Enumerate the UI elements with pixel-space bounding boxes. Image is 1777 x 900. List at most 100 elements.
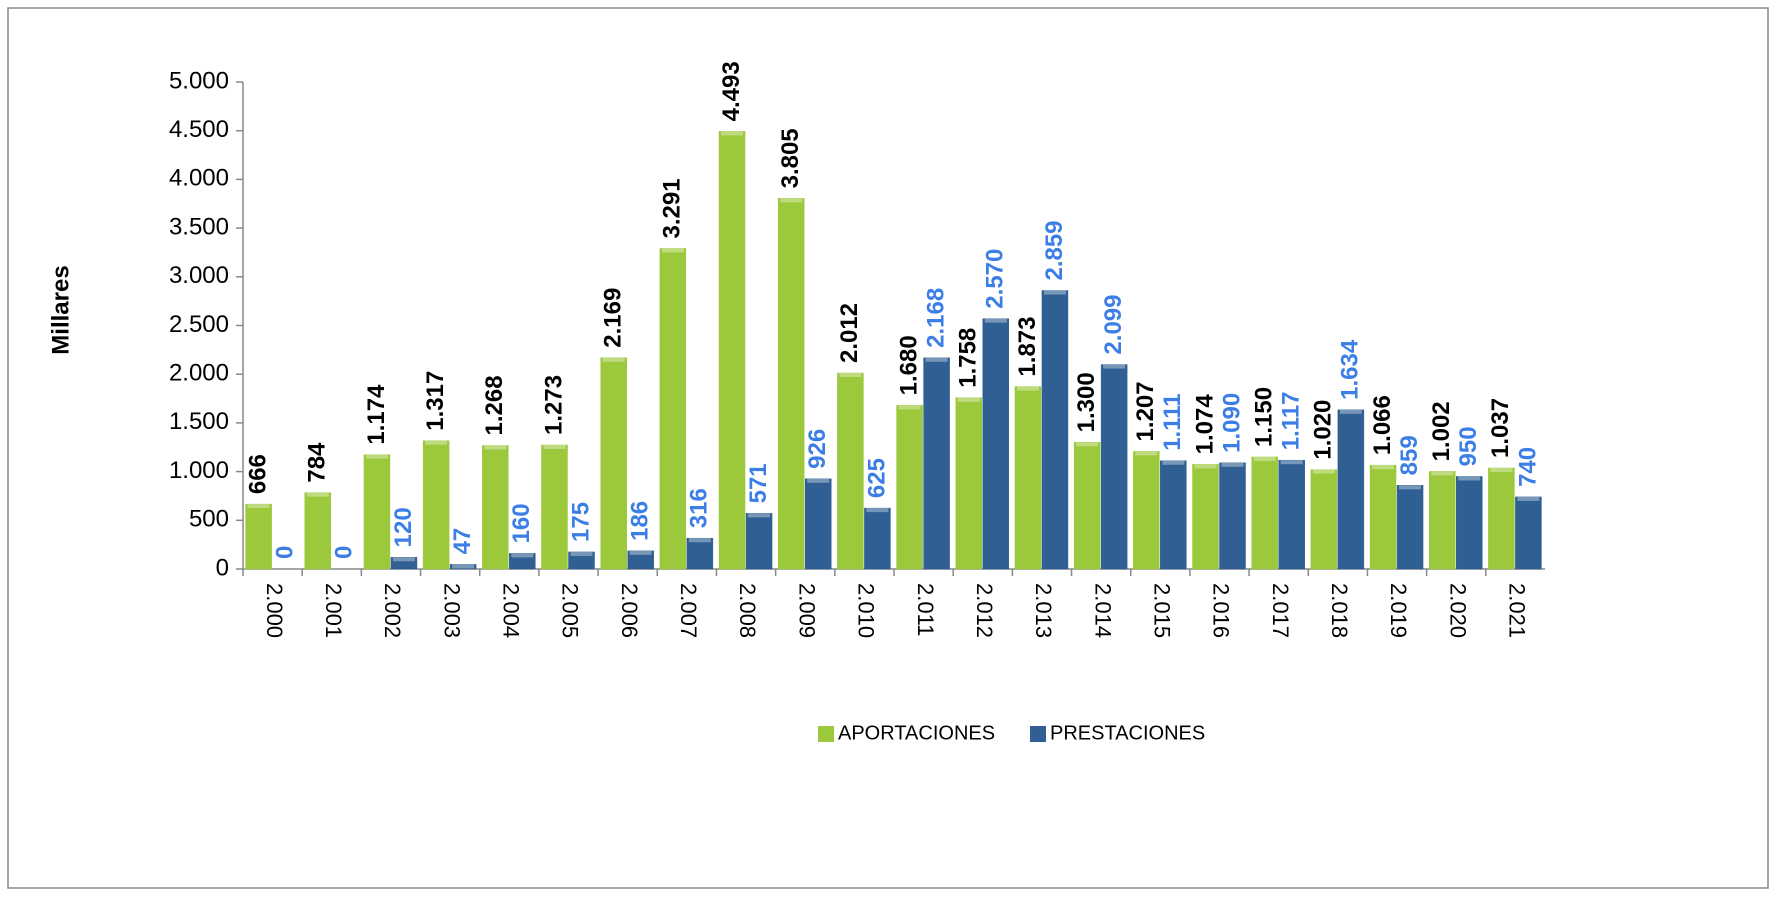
bar-highlight bbox=[1162, 460, 1185, 465]
bar-highlight bbox=[1431, 471, 1454, 476]
bar bbox=[777, 198, 805, 570]
bar bbox=[1369, 464, 1397, 570]
bar bbox=[1396, 485, 1424, 570]
data-label: 2.012 bbox=[836, 303, 863, 363]
data-label: 316 bbox=[686, 488, 713, 528]
data-label: 1.117 bbox=[1278, 391, 1305, 450]
data-label: 2.099 bbox=[1100, 294, 1127, 354]
data-label: 1.150 bbox=[1251, 387, 1278, 447]
bar bbox=[1337, 409, 1365, 570]
y-tick-label: 2.500 bbox=[169, 311, 229, 338]
x-tick-label: 2.003 bbox=[439, 583, 464, 638]
bar bbox=[482, 445, 509, 570]
legend-label: APORTACIONES bbox=[838, 722, 995, 744]
chart-border bbox=[7, 7, 1769, 889]
x-tick-label: 2.006 bbox=[617, 583, 642, 638]
bar bbox=[600, 357, 627, 570]
bar-highlight bbox=[1372, 465, 1395, 470]
data-label: 47 bbox=[449, 528, 476, 555]
bar bbox=[718, 131, 746, 570]
bar bbox=[1041, 290, 1069, 570]
data-label: 175 bbox=[567, 502, 594, 542]
bar-highlight bbox=[570, 551, 593, 556]
bar-highlight bbox=[721, 131, 744, 136]
bar bbox=[1310, 469, 1338, 570]
bar bbox=[304, 492, 332, 570]
data-label: 950 bbox=[1455, 426, 1482, 466]
bar-highlight bbox=[1135, 451, 1158, 456]
bar-highlight bbox=[780, 198, 803, 203]
x-tick-label: 2.000 bbox=[262, 583, 287, 638]
x-tick-label: 2.007 bbox=[676, 583, 701, 638]
data-label: 1.090 bbox=[1218, 393, 1245, 453]
data-label: 1.002 bbox=[1428, 401, 1455, 461]
x-tick-label: 2.015 bbox=[1150, 583, 1175, 638]
bar bbox=[363, 454, 391, 570]
bar-highlight bbox=[306, 492, 329, 497]
bar-highlight bbox=[1312, 469, 1335, 474]
data-label: 571 bbox=[745, 463, 772, 503]
bar-highlight bbox=[1399, 485, 1422, 490]
data-label: 1.300 bbox=[1073, 372, 1100, 432]
bar-highlight bbox=[1339, 409, 1362, 414]
bar bbox=[449, 564, 477, 570]
x-tick-label: 2.008 bbox=[735, 583, 760, 638]
bar bbox=[1160, 460, 1187, 570]
bar bbox=[245, 503, 272, 570]
bar-highlight bbox=[748, 513, 771, 518]
bar bbox=[864, 507, 891, 570]
y-tick-label: 3.500 bbox=[169, 213, 229, 240]
bar bbox=[1455, 476, 1483, 570]
bar-highlight bbox=[957, 397, 980, 402]
x-tick-label: 2.009 bbox=[794, 583, 819, 638]
data-label: 4.493 bbox=[718, 61, 745, 121]
data-label: 1.634 bbox=[1337, 339, 1364, 400]
legend-swatch bbox=[1030, 726, 1046, 742]
y-tick-label: 1.500 bbox=[169, 408, 229, 435]
y-tick-label: 4.000 bbox=[169, 165, 229, 192]
bar-highlight bbox=[807, 478, 830, 483]
bar-highlight bbox=[1458, 476, 1481, 481]
bar bbox=[804, 478, 832, 570]
data-label: 859 bbox=[1396, 435, 1423, 475]
bar bbox=[390, 557, 418, 570]
data-label: 1.174 bbox=[363, 384, 390, 445]
bar bbox=[568, 551, 595, 570]
data-label: 1.207 bbox=[1132, 381, 1159, 441]
x-tick-label: 2.012 bbox=[972, 583, 997, 638]
x-tick-label: 2.010 bbox=[854, 583, 879, 638]
x-tick-label: 2.011 bbox=[913, 583, 938, 636]
x-tick-label: 2.002 bbox=[380, 583, 405, 638]
data-label: 1.066 bbox=[1369, 395, 1396, 455]
legend-swatch bbox=[818, 726, 834, 742]
y-tick-label: 2.000 bbox=[169, 360, 229, 387]
bar-highlight bbox=[629, 550, 652, 555]
bar-highlight bbox=[452, 564, 475, 569]
bar bbox=[1133, 451, 1160, 570]
y-tick-label: 500 bbox=[189, 506, 229, 533]
bar-highlight bbox=[392, 557, 415, 562]
bar-highlight bbox=[688, 538, 711, 543]
bar bbox=[686, 537, 714, 570]
bar-highlight bbox=[247, 504, 270, 509]
bar bbox=[745, 513, 773, 570]
data-label: 0 bbox=[331, 546, 358, 559]
bar bbox=[1251, 456, 1278, 570]
y-tick-label: 3.000 bbox=[169, 262, 229, 289]
x-tick-label: 2.017 bbox=[1268, 583, 1293, 638]
x-tick-label: 2.020 bbox=[1445, 583, 1470, 638]
bar-highlight bbox=[484, 445, 507, 450]
data-label: 1.873 bbox=[1014, 317, 1041, 377]
bar bbox=[1278, 459, 1305, 570]
data-label: 1.037 bbox=[1487, 398, 1514, 458]
data-label: 926 bbox=[804, 429, 831, 469]
data-label: 740 bbox=[1514, 447, 1541, 487]
bar bbox=[1515, 496, 1542, 570]
x-tick-label: 2.004 bbox=[499, 583, 524, 638]
bar bbox=[509, 553, 536, 570]
bar bbox=[1192, 464, 1219, 570]
data-label: 186 bbox=[627, 501, 654, 541]
bar bbox=[837, 372, 864, 570]
bar-highlight bbox=[661, 248, 684, 253]
data-label: 2.169 bbox=[600, 288, 627, 348]
